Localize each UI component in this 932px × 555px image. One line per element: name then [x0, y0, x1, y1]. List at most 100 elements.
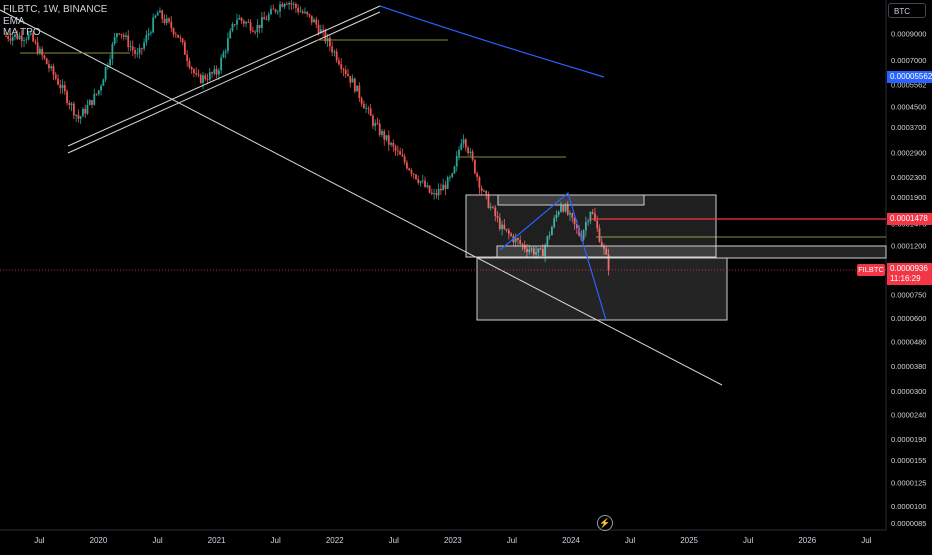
candle-body-223	[510, 233, 513, 236]
candle-body-112	[258, 24, 261, 29]
candle-body-98	[227, 38, 229, 52]
candle-body-205	[469, 151, 472, 154]
y-tick-label-2: 0.0005562	[891, 80, 926, 89]
candle-body-180	[412, 173, 415, 175]
x-tick-label-12: Jul	[743, 536, 753, 545]
candle-body-140	[322, 29, 324, 31]
candle-body-174	[399, 151, 402, 155]
candle-body-242	[553, 218, 556, 228]
candle-body-110	[254, 31, 257, 33]
candle-body-1	[7, 36, 10, 39]
y-tick-label-15: 0.0000300	[891, 387, 926, 396]
candle-body-75	[174, 34, 177, 36]
candle-body-194	[444, 184, 447, 189]
candle-body-252	[575, 224, 578, 229]
candle-body-79	[183, 42, 186, 55]
legend-symbol[interactable]: FILBTC, 1W, BINANCE	[3, 4, 108, 15]
candle-body-173	[396, 150, 399, 152]
candle-body-134	[308, 14, 311, 16]
candle-body-49	[116, 33, 118, 37]
candle-body-74	[172, 28, 175, 35]
candle-body-68	[159, 10, 161, 13]
candle-body-141	[324, 30, 327, 42]
candle-body-37	[88, 100, 91, 106]
legend-ema[interactable]: EMA	[3, 15, 25, 27]
candle-body-161	[369, 108, 372, 116]
candle-body-129	[297, 7, 300, 12]
last-price-tag: 0.0000936 11:16:29	[887, 263, 932, 285]
candle-body-64	[150, 32, 152, 34]
candle-body-197	[451, 173, 454, 177]
x-tick-label-2: Jul	[152, 536, 162, 545]
candle-body-38	[91, 100, 93, 105]
candle-body-144	[331, 46, 334, 53]
currency-button[interactable]: BTC	[888, 3, 926, 18]
candle-body-122	[281, 4, 284, 7]
candle-body-71	[165, 18, 168, 23]
candle-body-137	[315, 19, 318, 25]
candle-body-259	[591, 212, 594, 214]
candle-body-237	[541, 249, 544, 256]
candle-body-107	[247, 22, 250, 23]
candle-body-160	[367, 107, 370, 109]
candle-body-123	[283, 3, 286, 7]
candle-body-80	[186, 54, 189, 62]
candle-body-163	[374, 122, 377, 126]
candle-body-72	[168, 18, 170, 22]
symbol-tag: FILBTC	[857, 264, 885, 276]
candle-body-30	[72, 103, 75, 116]
candle-body-62	[145, 35, 148, 43]
candle-body-70	[163, 18, 166, 23]
candle-body-245	[560, 205, 562, 212]
blue-curve	[379, 5, 605, 78]
candle-body-234	[535, 252, 537, 255]
candle-body-168	[385, 135, 388, 140]
last-price-value: 0.0000936	[890, 264, 928, 273]
candle-body-34	[82, 108, 84, 117]
candle-body-196	[449, 176, 451, 178]
candle-body-126	[290, 3, 293, 5]
channel-lower-line	[67, 5, 381, 147]
candle-body-119	[274, 9, 277, 12]
candle-body-178	[408, 168, 411, 171]
y-tick-label-18: 0.0000155	[891, 456, 926, 465]
candle-body-52	[122, 35, 125, 37]
candle-body-265	[605, 248, 608, 255]
candle-body-257	[587, 221, 590, 223]
candle-body-132	[304, 11, 306, 13]
candle-body-133	[306, 11, 309, 15]
y-tick-label-11: 0.0000750	[891, 291, 926, 300]
y-tick-label-3: 0.0004500	[891, 103, 926, 112]
candle-body-151	[347, 73, 349, 76]
candle-body-109	[251, 30, 254, 32]
lightning-icon[interactable]: ⚡	[597, 515, 613, 531]
candle-body-138	[317, 24, 320, 34]
candle-body-14	[36, 42, 39, 54]
candle-body-260	[594, 213, 596, 221]
y-tick-label-6: 0.0002300	[891, 173, 926, 182]
candle-body-256	[584, 222, 587, 231]
legend-ma-tpo[interactable]: MA TPO	[3, 27, 41, 38]
candle-body-226	[517, 238, 519, 241]
range-box	[496, 245, 887, 259]
candle-body-207	[473, 159, 476, 174]
candle-body-13	[34, 41, 37, 43]
candle-body-24	[59, 84, 62, 89]
candle-body-235	[537, 248, 540, 253]
candle-body-117	[270, 8, 272, 15]
candle-body-249	[569, 213, 571, 215]
candle-body-238	[544, 245, 547, 256]
candle-body-250	[571, 213, 574, 218]
candle-body-63	[147, 33, 150, 36]
candle-body-97	[224, 51, 227, 53]
y-tick-label-14: 0.0000380	[891, 362, 926, 371]
candle-body-20	[50, 66, 53, 69]
candle-body-106	[245, 22, 247, 24]
candle-body-102	[236, 19, 238, 25]
candle-body-15	[38, 48, 41, 54]
candle-body-146	[335, 51, 338, 61]
candle-body-17	[43, 55, 46, 59]
candle-body-190	[435, 193, 438, 196]
